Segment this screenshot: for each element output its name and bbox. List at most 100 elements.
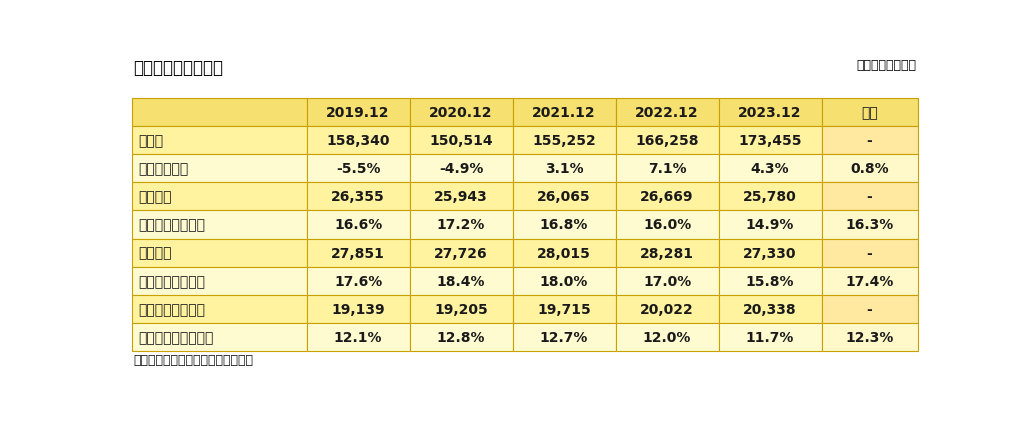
Text: 当期純利益（＊）: 当期純利益（＊）	[138, 302, 206, 316]
Text: 18.0%: 18.0%	[540, 274, 588, 288]
Text: 16.0%: 16.0%	[643, 218, 691, 232]
Bar	[306, 239, 410, 267]
Bar	[719, 239, 821, 267]
Text: 25,780: 25,780	[743, 190, 797, 204]
Bar	[615, 155, 719, 183]
Text: 12.7%: 12.7%	[540, 330, 588, 344]
Text: -: -	[866, 246, 872, 260]
Text: 売上高当期純利益率: 売上高当期純利益率	[138, 330, 214, 344]
Text: -5.5%: -5.5%	[336, 162, 380, 176]
Bar	[132, 211, 306, 239]
Text: 16.3%: 16.3%	[846, 218, 894, 232]
Text: -4.9%: -4.9%	[439, 162, 483, 176]
Bar	[410, 211, 513, 239]
Bar	[615, 267, 719, 295]
Text: 2020.12: 2020.12	[429, 106, 493, 120]
Text: 売上高経常利益率: 売上高経常利益率	[138, 274, 206, 288]
Text: 155,252: 155,252	[532, 134, 596, 148]
Text: 28,015: 28,015	[538, 246, 591, 260]
Text: 18.4%: 18.4%	[437, 274, 485, 288]
Bar	[821, 211, 918, 239]
Text: 売上高営業利益率: 売上高営業利益率	[138, 218, 206, 232]
Text: 15.8%: 15.8%	[745, 274, 795, 288]
Bar	[132, 155, 306, 183]
Text: 4.3%: 4.3%	[751, 162, 790, 176]
Bar	[132, 323, 306, 351]
Bar	[410, 155, 513, 183]
Text: 17.6%: 17.6%	[334, 274, 382, 288]
Text: 11.7%: 11.7%	[745, 330, 795, 344]
Bar	[132, 183, 306, 211]
Text: 17.4%: 17.4%	[846, 274, 894, 288]
Text: 25,943: 25,943	[434, 190, 488, 204]
Text: 売上高: 売上高	[138, 134, 164, 148]
Bar	[410, 295, 513, 323]
Text: 12.3%: 12.3%	[846, 330, 894, 344]
Bar	[615, 211, 719, 239]
Text: 2023.12: 2023.12	[738, 106, 802, 120]
Text: 17.0%: 17.0%	[643, 274, 691, 288]
Bar	[821, 323, 918, 351]
Text: -: -	[866, 190, 872, 204]
Text: -: -	[866, 302, 872, 316]
Bar	[410, 99, 513, 127]
Bar	[306, 295, 410, 323]
Bar	[513, 239, 615, 267]
Bar	[821, 267, 918, 295]
Text: 14.9%: 14.9%	[745, 218, 795, 232]
Text: 12.8%: 12.8%	[437, 330, 485, 344]
Text: ＊親会社株主に帰属する当期純利益: ＊親会社株主に帰属する当期純利益	[133, 353, 254, 366]
Bar	[719, 183, 821, 211]
Bar	[306, 183, 410, 211]
Bar	[306, 127, 410, 155]
Bar	[821, 239, 918, 267]
Text: 20,338: 20,338	[743, 302, 797, 316]
Text: 17.2%: 17.2%	[437, 218, 485, 232]
Bar	[615, 295, 719, 323]
Text: 19,139: 19,139	[331, 302, 385, 316]
Bar	[513, 127, 615, 155]
Text: 27,726: 27,726	[434, 246, 487, 260]
Bar	[719, 211, 821, 239]
Bar	[615, 323, 719, 351]
Bar	[410, 267, 513, 295]
Text: （単位：百万円）: （単位：百万円）	[856, 59, 916, 72]
Bar	[513, 99, 615, 127]
Bar	[719, 155, 821, 183]
Bar	[132, 295, 306, 323]
Text: 営業利益: 営業利益	[138, 190, 172, 204]
Bar	[821, 183, 918, 211]
Text: 158,340: 158,340	[327, 134, 390, 148]
Text: 平均: 平均	[861, 106, 878, 120]
Bar	[719, 323, 821, 351]
Text: 26,065: 26,065	[538, 190, 591, 204]
Text: 173,455: 173,455	[738, 134, 802, 148]
Text: 28,281: 28,281	[640, 246, 694, 260]
Bar	[306, 155, 410, 183]
Bar	[132, 99, 306, 127]
Text: 12.0%: 12.0%	[643, 330, 691, 344]
Bar	[821, 295, 918, 323]
Bar	[306, 99, 410, 127]
Text: 166,258: 166,258	[635, 134, 698, 148]
Bar	[513, 183, 615, 211]
Bar	[719, 99, 821, 127]
Bar	[410, 183, 513, 211]
Bar	[513, 155, 615, 183]
Bar	[615, 127, 719, 155]
Bar	[513, 295, 615, 323]
Bar	[410, 323, 513, 351]
Bar	[513, 323, 615, 351]
Text: 業績推移、業績予想: 業績推移、業績予想	[133, 59, 223, 77]
Text: 26,355: 26,355	[331, 190, 385, 204]
Text: 2021.12: 2021.12	[532, 106, 596, 120]
Text: 経常利益: 経常利益	[138, 246, 172, 260]
Bar	[719, 295, 821, 323]
Text: -: -	[866, 134, 872, 148]
Bar	[719, 127, 821, 155]
Text: 2022.12: 2022.12	[635, 106, 699, 120]
Bar	[513, 211, 615, 239]
Text: 12.1%: 12.1%	[334, 330, 382, 344]
Text: 150,514: 150,514	[429, 134, 493, 148]
Bar	[306, 267, 410, 295]
